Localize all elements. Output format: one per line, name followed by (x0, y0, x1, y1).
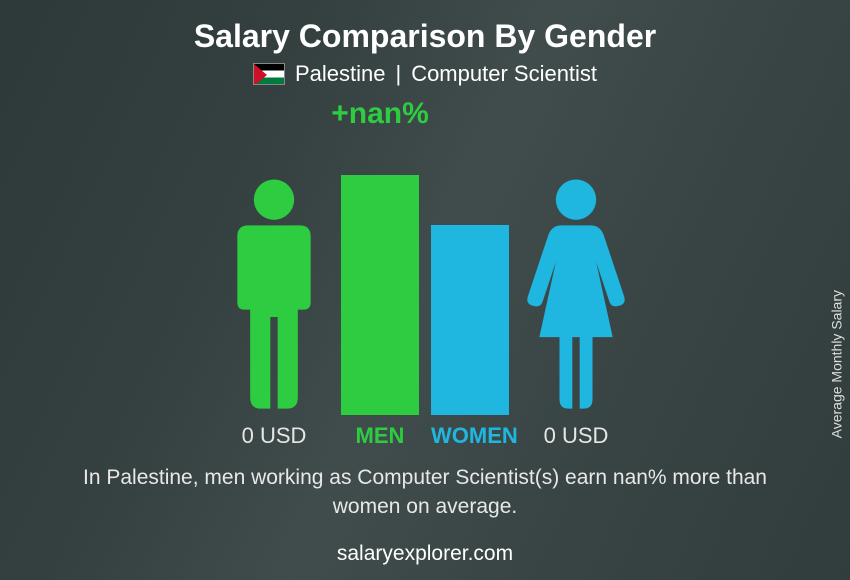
women-bar (431, 225, 509, 415)
women-label: WOMEN (431, 423, 509, 449)
footer-attribution: salaryexplorer.com (0, 542, 850, 566)
palestine-flag-icon (253, 63, 285, 85)
labels-row: 0 USD MEN WOMEN 0 USD (145, 423, 705, 449)
men-bar (341, 175, 419, 415)
woman-icon (521, 175, 631, 415)
women-figure-col (521, 105, 631, 415)
men-bar-col: +nan% (341, 105, 419, 415)
men-figure-col (219, 105, 329, 415)
women-bar-col (431, 105, 509, 415)
role-label: Computer Scientist (411, 61, 597, 87)
man-icon (219, 175, 329, 415)
men-label: MEN (341, 423, 419, 449)
y-axis-label: Average Monthly Salary (828, 290, 844, 438)
country-label: Palestine (295, 61, 386, 87)
pct-diff-label: +nan% (331, 97, 429, 131)
summary-text: In Palestine, men working as Computer Sc… (65, 463, 785, 522)
men-value: 0 USD (219, 423, 329, 449)
women-value: 0 USD (521, 423, 631, 449)
subtitle-row: Palestine | Computer Scientist (0, 61, 850, 87)
gender-bar-chart: +nan% (145, 105, 705, 415)
separator: | (395, 61, 401, 87)
page-title: Salary Comparison By Gender (0, 18, 850, 55)
